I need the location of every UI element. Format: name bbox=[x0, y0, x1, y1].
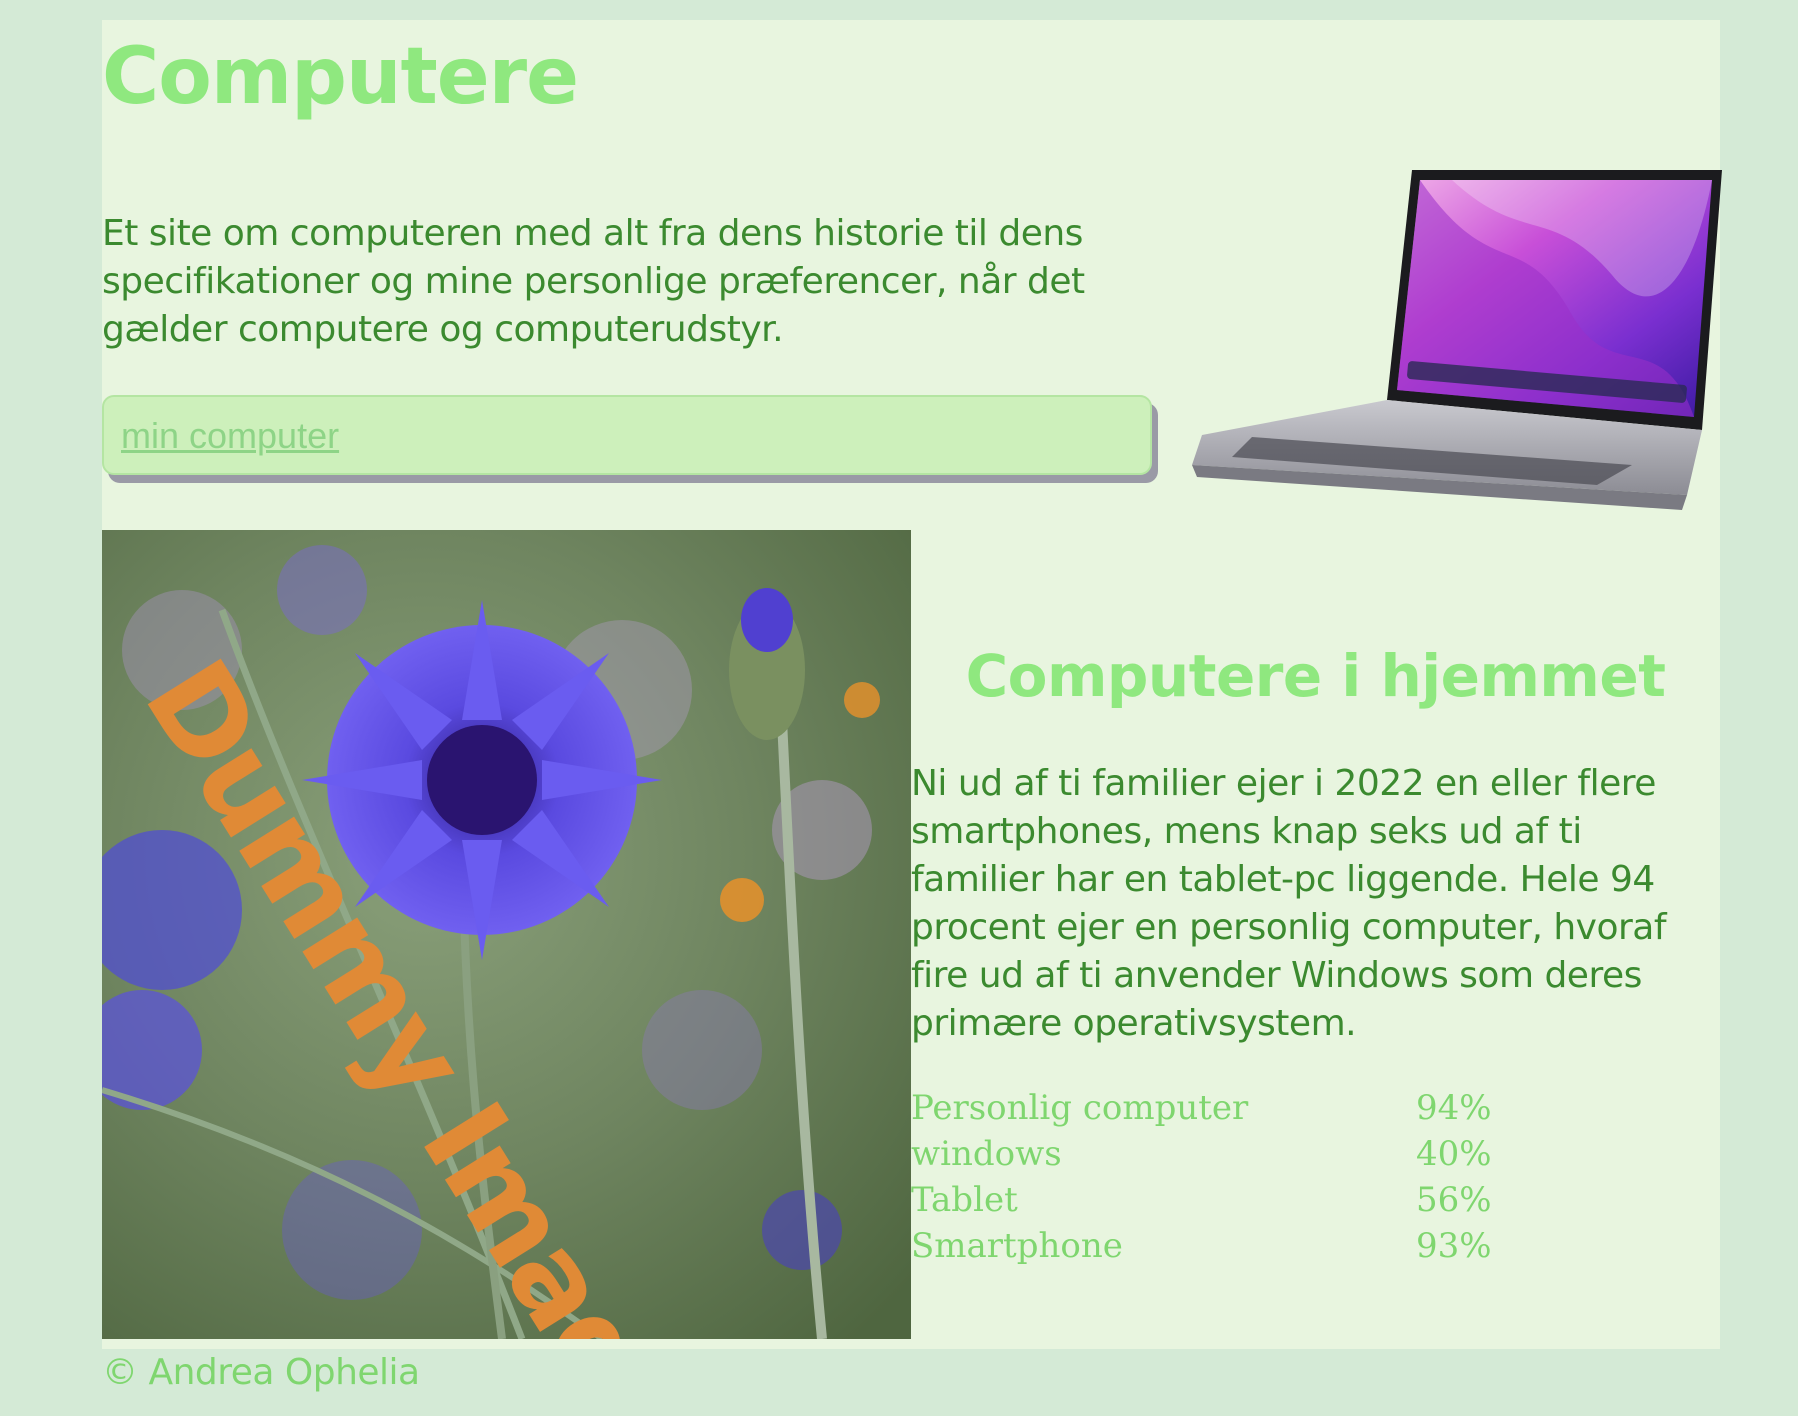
stats-table: Personlig computer 94% windows 40% Table… bbox=[911, 1085, 1536, 1269]
table-row: windows 40% bbox=[911, 1131, 1536, 1177]
stat-value: 94% bbox=[1416, 1088, 1492, 1128]
stat-label: Personlig computer bbox=[911, 1088, 1249, 1128]
stat-value: 56% bbox=[1416, 1180, 1492, 1220]
nav-link-min-computer[interactable]: min computer bbox=[121, 415, 340, 456]
table-row: Tablet 56% bbox=[911, 1177, 1536, 1223]
page-container: Computere Et site om computeren med alt … bbox=[102, 20, 1722, 1349]
nav-box: min computer bbox=[102, 395, 1152, 475]
stat-label: windows bbox=[911, 1134, 1062, 1174]
intro-text: Et site om computeren med alt fra dens h… bbox=[102, 213, 1085, 350]
section-text: Ni ud af ti familier ejer i 2022 en elle… bbox=[911, 763, 1667, 1044]
site-title: Computere bbox=[102, 32, 579, 122]
stat-value: 40% bbox=[1416, 1134, 1492, 1174]
dummy-image: Dummy Image bbox=[102, 530, 911, 1339]
section-title: Computere i hjemmet bbox=[965, 642, 1666, 710]
table-row: Personlig computer 94% bbox=[911, 1085, 1536, 1131]
stat-value: 93% bbox=[1416, 1226, 1492, 1266]
stat-label: Smartphone bbox=[911, 1226, 1123, 1266]
table-row: Smartphone 93% bbox=[911, 1223, 1536, 1269]
laptop-image bbox=[1192, 170, 1722, 510]
stat-label: Tablet bbox=[911, 1180, 1018, 1220]
footer-copyright: © Andrea Ophelia bbox=[102, 1352, 420, 1393]
